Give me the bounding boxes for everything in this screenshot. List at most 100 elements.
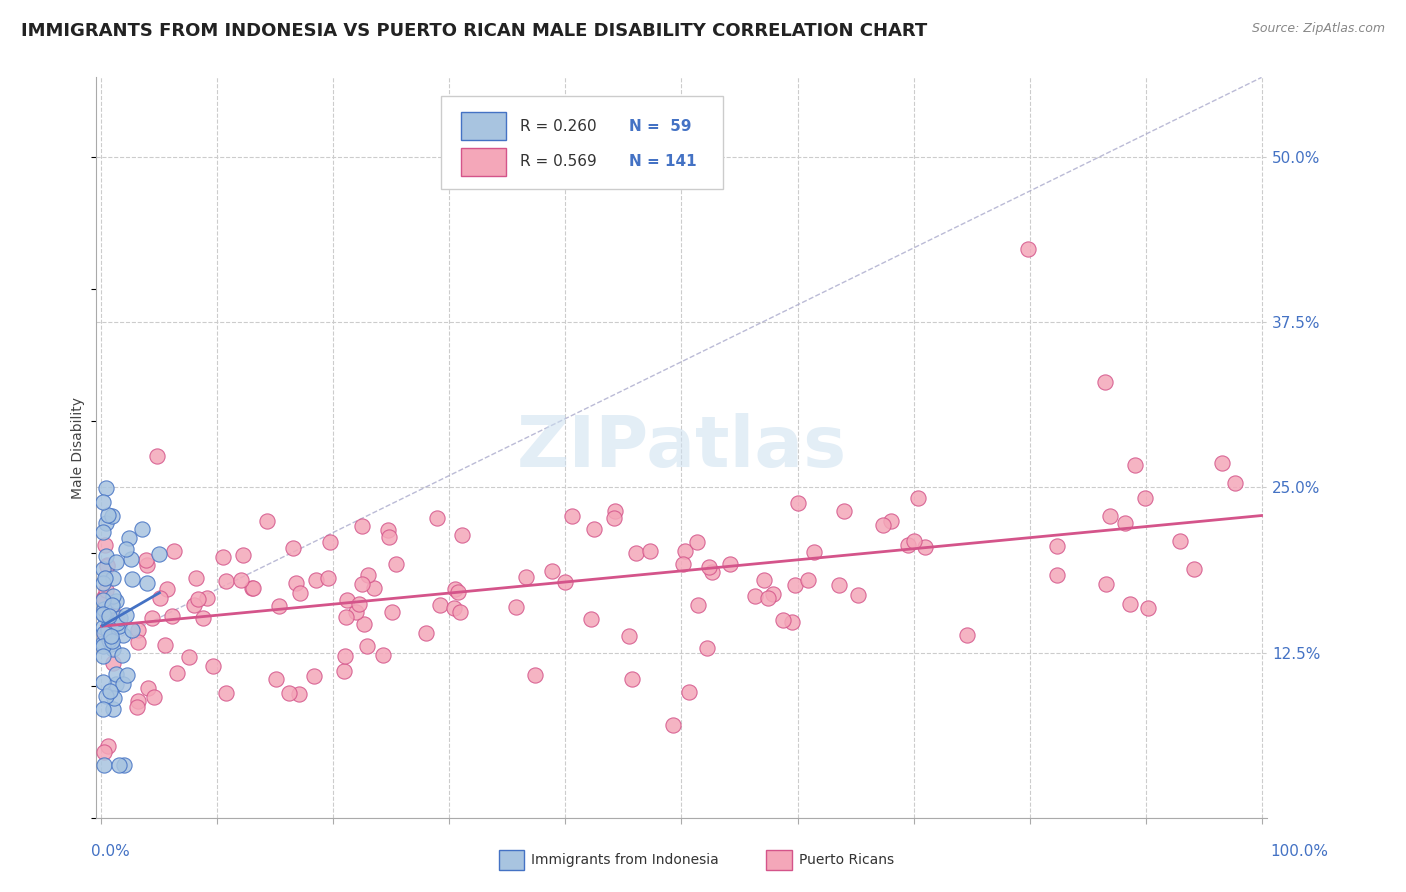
Text: IMMIGRANTS FROM INDONESIA VS PUERTO RICAN MALE DISABILITY CORRELATION CHART: IMMIGRANTS FROM INDONESIA VS PUERTO RICA… — [21, 22, 928, 40]
Point — [626, 546, 648, 560]
Point — [97, 739, 120, 753]
Point — [696, 641, 718, 656]
Point — [1182, 562, 1205, 576]
Point — [1094, 375, 1116, 389]
Point — [93, 625, 115, 640]
Point — [215, 686, 238, 700]
Point — [288, 586, 311, 600]
Point — [93, 591, 115, 605]
Point — [166, 665, 188, 680]
Point — [96, 596, 118, 610]
Point — [111, 627, 134, 641]
Point — [371, 648, 394, 662]
Point — [581, 612, 603, 626]
Point — [384, 557, 406, 571]
Point — [846, 588, 869, 602]
Point — [229, 573, 252, 587]
Point — [283, 541, 305, 555]
Point — [100, 624, 122, 639]
Point — [305, 574, 328, 588]
Point — [803, 544, 825, 558]
Point — [148, 547, 170, 561]
Point — [97, 508, 120, 523]
Point — [447, 585, 470, 599]
Point — [202, 658, 225, 673]
Point — [780, 615, 803, 630]
Y-axis label: Male Disability: Male Disability — [72, 397, 86, 499]
Point — [98, 632, 121, 647]
Point — [96, 582, 118, 597]
Point — [302, 669, 325, 683]
Point — [135, 553, 157, 567]
Point — [1223, 476, 1246, 491]
Point — [197, 591, 219, 606]
Point — [605, 504, 627, 518]
Point — [353, 617, 375, 632]
Point — [621, 672, 644, 686]
Point — [93, 745, 115, 759]
Point — [561, 509, 583, 524]
Point — [752, 574, 775, 588]
Point — [357, 568, 380, 582]
Point — [1094, 577, 1116, 591]
Point — [450, 528, 472, 542]
Point — [105, 666, 128, 681]
Text: R = 0.569: R = 0.569 — [520, 154, 596, 169]
Point — [96, 559, 118, 574]
Point — [105, 593, 128, 607]
Point — [91, 562, 114, 576]
Point — [101, 509, 124, 524]
Point — [582, 522, 605, 536]
FancyBboxPatch shape — [441, 96, 723, 188]
Point — [426, 510, 449, 524]
Point — [127, 694, 149, 708]
Text: 0.0%: 0.0% — [91, 845, 131, 859]
Point — [96, 481, 118, 495]
Point — [554, 575, 576, 590]
Point — [93, 627, 115, 641]
Point — [449, 605, 471, 619]
Point — [1046, 539, 1069, 553]
Point — [880, 515, 903, 529]
Point — [415, 626, 437, 640]
Point — [93, 607, 115, 622]
Point — [1123, 458, 1146, 473]
Point — [897, 538, 920, 552]
Text: 100.0%: 100.0% — [1271, 845, 1329, 859]
Text: Source: ZipAtlas.com: Source: ZipAtlas.com — [1251, 22, 1385, 36]
Text: Puerto Ricans: Puerto Ricans — [799, 853, 894, 867]
Point — [278, 686, 301, 700]
Point — [541, 564, 564, 578]
Point — [115, 542, 138, 557]
Point — [956, 627, 979, 641]
Point — [267, 599, 290, 613]
Text: N = 141: N = 141 — [628, 154, 696, 169]
Point — [93, 602, 115, 616]
Point — [318, 535, 340, 549]
Point — [115, 608, 138, 623]
Point — [104, 609, 127, 624]
Point — [762, 586, 785, 600]
Point — [93, 571, 115, 585]
Point — [111, 648, 134, 662]
Point — [377, 523, 399, 537]
Point — [697, 559, 720, 574]
Point — [105, 616, 128, 631]
Point — [97, 623, 120, 637]
Point — [443, 600, 465, 615]
Point — [686, 599, 709, 613]
Point — [91, 607, 114, 622]
Point — [828, 577, 851, 591]
Point — [101, 570, 124, 584]
Point — [1119, 597, 1142, 611]
Point — [256, 514, 278, 528]
Point — [184, 571, 207, 585]
Point — [121, 623, 143, 637]
Point — [242, 581, 264, 595]
Point — [1114, 516, 1136, 530]
Point — [240, 581, 263, 595]
Point — [96, 549, 118, 563]
Point — [98, 683, 121, 698]
Point — [108, 758, 131, 772]
Point — [672, 558, 695, 572]
